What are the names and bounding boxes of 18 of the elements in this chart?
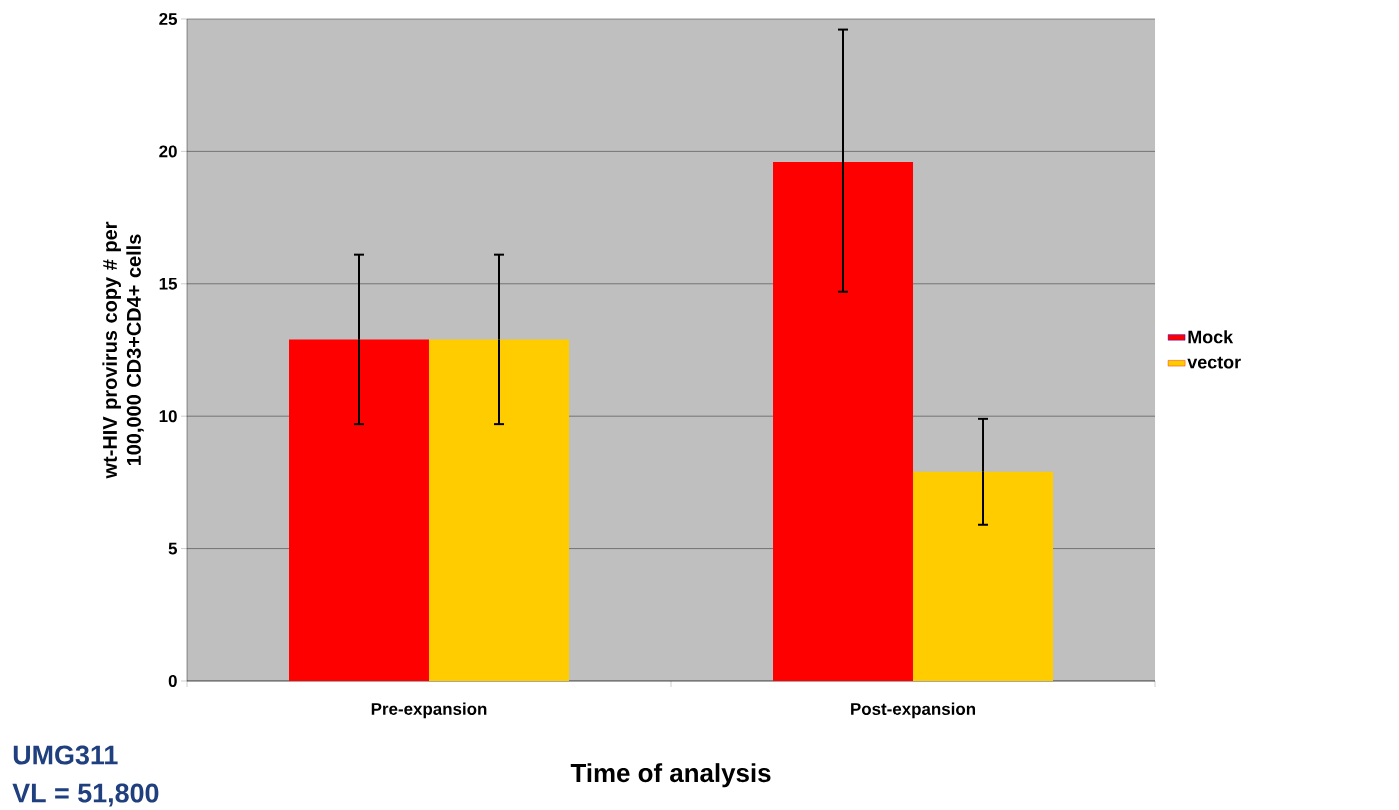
- y-tick-label: 25: [159, 12, 178, 25]
- y-tick-label: 10: [159, 410, 177, 423]
- bar: [429, 339, 570, 681]
- legend-label: Mock: [1188, 330, 1234, 344]
- text: UMG311: [13, 745, 118, 765]
- x-tick-label: Post-expansion: [851, 702, 976, 719]
- y-axis-title: wt-HIV provirus copy # per 100,000 CD3+CD4+ cells: [102, 221, 144, 479]
- y-tick-label: 15: [159, 277, 178, 290]
- text: VL = 51,800: [12, 783, 159, 807]
- bar: [913, 471, 1054, 681]
- legend-label: vector: [1187, 356, 1241, 369]
- bar: [289, 339, 430, 681]
- x-tick-label: Pre-expansion: [371, 702, 487, 719]
- x-axis-title: Time of analysis: [570, 763, 771, 788]
- y-tick-label: 5: [168, 542, 178, 555]
- bar: [773, 161, 914, 681]
- y-tick-label: 20: [159, 145, 177, 158]
- y-tick-label: 0: [168, 675, 177, 687]
